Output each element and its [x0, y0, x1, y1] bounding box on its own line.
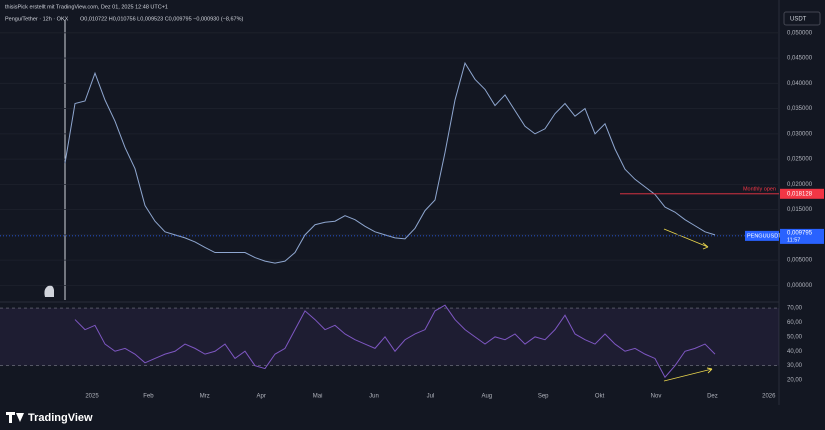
y-tick-label: 0,025000 — [787, 157, 813, 163]
y-tick-label: 0,015000 — [787, 207, 813, 213]
symbol-box — [745, 230, 779, 241]
y-tick-label: 20,00 — [787, 378, 803, 384]
x-tick-label: Apr — [257, 394, 266, 400]
credit: thisisPick erstellt mit TradingView.com,… — [5, 4, 168, 10]
x-tick-label: 2026 — [762, 394, 776, 400]
x-tick-label: Okt — [595, 394, 605, 400]
last-price-label: 0,009795 — [787, 230, 813, 236]
monthly-open-name: Monthly open — [743, 186, 776, 192]
y-tick-label: 60,00 — [787, 320, 803, 326]
y-tick-label: 0,020000 — [787, 182, 813, 188]
symbol: Pengu/Tether · 12h · OKX — [5, 16, 69, 22]
monthly-open-label: 0,018128 — [787, 191, 813, 197]
rsi-band — [0, 308, 779, 366]
x-tick-label: Nov — [651, 394, 662, 400]
series-line — [74, 304, 716, 379]
y-tick-label: 40,00 — [787, 349, 803, 355]
x-tick-label: Jun — [369, 394, 379, 400]
brand-logo — [6, 412, 24, 423]
ohlc: O0,010722 H0,010756 L0,009523 C0,009795 … — [80, 16, 243, 22]
monthly-open-box — [780, 188, 824, 199]
x-tick-label: Aug — [481, 394, 492, 400]
y-tick-label: 0,005000 — [787, 258, 813, 264]
y-tick-label: 0,050000 — [787, 30, 813, 36]
mascot-icon — [44, 285, 54, 297]
symbol-label: PENGUUSDT — [747, 233, 782, 239]
y-tick-label: 0,030000 — [787, 131, 813, 137]
currency[interactable]: USDT — [790, 17, 807, 23]
y-tick-label: 0,040000 — [787, 81, 813, 87]
y-tick-label: 70,00 — [787, 306, 803, 312]
trend-arrow — [663, 228, 709, 250]
y-tick-label: 30,00 — [787, 363, 803, 369]
series-line — [64, 61, 716, 264]
brand: TradingView — [28, 412, 93, 424]
x-tick-label: Dez — [707, 394, 718, 400]
x-tick-label: Feb — [143, 394, 154, 400]
y-tick-label: 50,00 — [787, 334, 803, 340]
x-tick-label: Sep — [538, 394, 549, 400]
currency-box[interactable] — [783, 11, 821, 26]
x-tick-label: Jul — [427, 394, 435, 400]
x-tick-label: 2025 — [85, 394, 99, 400]
y-tick-label: 0,045000 — [787, 56, 813, 62]
x-tick-label: Mrz — [200, 394, 210, 400]
y-tick-label: 0,000000 — [787, 283, 813, 289]
x-tick-label: Mai — [313, 394, 323, 400]
last-price-box — [780, 228, 824, 244]
countdown: 11:57 — [787, 237, 800, 243]
y-tick-label: 0,035000 — [787, 106, 813, 112]
trend-arrow — [663, 367, 713, 382]
